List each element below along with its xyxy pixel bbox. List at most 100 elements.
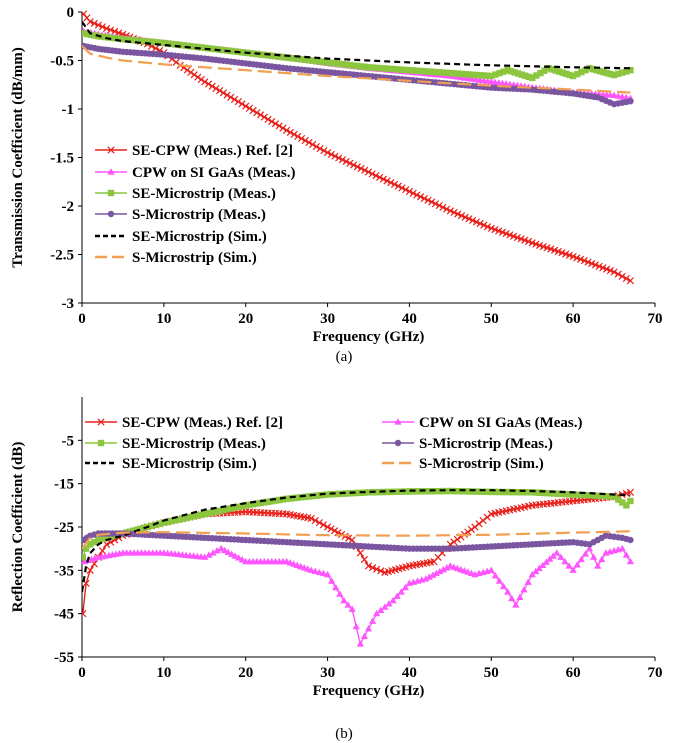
data-point xyxy=(457,211,466,220)
data-point xyxy=(305,493,313,500)
x-tick-label: 0 xyxy=(78,665,86,681)
data-point xyxy=(102,33,109,41)
data-point xyxy=(532,489,540,496)
data-point xyxy=(488,72,495,80)
data-point xyxy=(372,171,380,180)
data-point xyxy=(175,41,182,49)
x-tick-label: 0 xyxy=(78,311,86,327)
legend-marker xyxy=(107,168,115,175)
data-point xyxy=(350,62,357,69)
data-point xyxy=(335,490,342,498)
data-point xyxy=(450,208,458,217)
data-point xyxy=(305,57,313,64)
y-tick-label: -5 xyxy=(62,433,75,449)
data-point xyxy=(516,593,524,601)
data-point xyxy=(223,506,231,513)
data-point xyxy=(354,62,361,70)
data-point xyxy=(90,19,98,28)
data-point xyxy=(352,622,360,630)
data-point xyxy=(446,207,454,215)
chart-transmission: 0-0.5-1-1.5-2-2.5-30 10 20 30 40 50 60 70Freque… xyxy=(10,5,663,365)
data-point xyxy=(276,53,283,60)
x-axis-label: Frequency (GHz) xyxy=(313,683,425,699)
data-point xyxy=(618,544,626,552)
data-point xyxy=(465,488,473,495)
legend-entry: SE-Microstrip (Sim.) xyxy=(122,456,257,472)
data-point xyxy=(450,538,458,546)
data-point xyxy=(593,67,600,74)
data-point xyxy=(511,69,518,76)
data-point xyxy=(627,497,634,505)
data-point xyxy=(368,170,376,178)
data-point xyxy=(309,140,317,149)
data-point xyxy=(87,31,95,38)
data-point xyxy=(502,488,510,496)
data-point xyxy=(297,134,306,143)
data-point xyxy=(622,551,630,558)
data-point xyxy=(562,70,570,78)
data-point xyxy=(626,488,635,496)
data-point xyxy=(339,61,346,68)
x-tick-label: 10 xyxy=(156,311,171,327)
data-point xyxy=(256,111,265,119)
data-point xyxy=(298,56,305,63)
data-point xyxy=(424,68,432,75)
data-point xyxy=(453,535,461,544)
data-point xyxy=(469,71,476,78)
data-point xyxy=(402,488,409,495)
x-tick-label: 70 xyxy=(648,311,663,327)
data-point xyxy=(562,490,569,498)
data-point xyxy=(580,257,588,265)
data-point xyxy=(614,92,622,99)
data-point xyxy=(356,640,364,647)
data-point xyxy=(323,570,332,578)
data-point xyxy=(389,596,397,604)
data-point xyxy=(327,150,335,159)
y-axis-label: Transmission Coefficient (dB/mm) xyxy=(10,47,26,268)
data-point xyxy=(242,102,250,110)
data-point xyxy=(480,221,488,229)
data-point xyxy=(376,173,384,181)
data-point xyxy=(349,161,358,169)
y-tick-label: -55 xyxy=(54,650,74,666)
legend-entry: S-Microstrip (Sim.) xyxy=(132,250,257,266)
y-tick-label: -2.5 xyxy=(50,248,74,264)
legend: SE-CPW (Meas.) Ref. [2] CPW on SI GaAs (M… xyxy=(85,415,582,472)
x-tick-label: 20 xyxy=(238,311,253,327)
x-tick-label: 20 xyxy=(238,665,253,681)
data-point xyxy=(603,265,611,273)
data-point xyxy=(235,503,242,511)
data-point xyxy=(130,37,138,44)
data-point xyxy=(514,70,522,77)
data-point xyxy=(319,521,328,529)
data-point xyxy=(443,564,451,571)
series-se-cpw-meas-ref-2- xyxy=(82,10,635,285)
data-point xyxy=(194,512,201,519)
y-tick-label: -45 xyxy=(54,607,74,623)
data-point xyxy=(569,566,577,573)
data-point xyxy=(290,494,298,502)
data-point xyxy=(533,72,540,79)
data-point xyxy=(521,72,529,79)
series-s-microstrip-sim- xyxy=(82,530,631,550)
data-point xyxy=(307,514,315,522)
data-point xyxy=(171,41,179,48)
data-point xyxy=(590,553,598,560)
y-tick-label: -15 xyxy=(54,477,74,493)
legend-entry: CPW on SI GaAs (Meas.) xyxy=(419,415,582,431)
data-point xyxy=(164,518,171,526)
data-point xyxy=(153,39,160,46)
data-point xyxy=(209,509,216,516)
data-point xyxy=(148,522,155,530)
data-point xyxy=(204,80,213,88)
data-point xyxy=(454,210,462,218)
data-point xyxy=(197,44,205,51)
series-line xyxy=(82,530,631,550)
data-point xyxy=(588,492,595,499)
x-tick-label: 40 xyxy=(402,311,417,327)
data-point xyxy=(576,255,585,263)
data-point xyxy=(607,493,614,500)
data-point xyxy=(253,500,261,507)
data-point xyxy=(584,258,592,266)
data-point xyxy=(413,67,421,74)
